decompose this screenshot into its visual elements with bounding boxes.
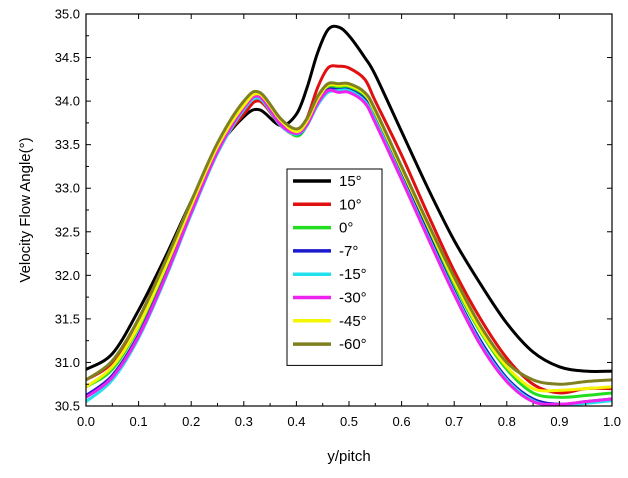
series-line-5 <box>86 88 612 406</box>
y-tick-label: 33.5 <box>55 137 80 152</box>
legend-label-4: -15° <box>339 266 367 283</box>
x-tick-label: 0.0 <box>77 414 95 429</box>
y-tick-label: 32.0 <box>55 268 80 283</box>
x-tick-label: 0.8 <box>498 414 516 429</box>
x-tick-label: 0.7 <box>445 414 463 429</box>
x-tick-label: 1.0 <box>603 414 621 429</box>
legend-label-7: -60° <box>339 336 367 353</box>
y-tick-label: 31.0 <box>55 355 80 370</box>
legend-label-2: 0° <box>339 220 353 237</box>
y-tick-label: 30.5 <box>55 399 80 414</box>
x-tick-label: 0.3 <box>235 414 253 429</box>
x-tick-label: 0.6 <box>393 414 411 429</box>
legend-box <box>286 168 383 366</box>
y-tick-label: 34.0 <box>55 94 80 109</box>
x-axis-title: y/pitch <box>327 448 370 465</box>
x-tick-label: 0.1 <box>130 414 148 429</box>
legend-label-1: 10° <box>339 196 362 213</box>
legend-label-0: 15° <box>339 173 362 190</box>
y-tick-label: 33.0 <box>55 181 80 196</box>
legend-label-5: -30° <box>339 290 367 307</box>
y-tick-label: 35.0 <box>55 7 80 22</box>
x-tick-label: 0.4 <box>287 414 305 429</box>
series-line-6 <box>86 82 612 393</box>
y-tick-label: 34.5 <box>55 50 80 65</box>
legend-label-3: -7° <box>339 243 358 260</box>
x-tick-label: 0.9 <box>550 414 568 429</box>
x-tick-label: 0.2 <box>182 414 200 429</box>
y-tick-label: 31.5 <box>55 311 80 326</box>
x-tick-label: 0.5 <box>340 414 358 429</box>
y-tick-label: 32.5 <box>55 224 80 239</box>
series-line-7 <box>86 81 612 386</box>
y-axis-title: Velocity Flow Angle(°) <box>17 137 34 282</box>
legend-label-6: -45° <box>339 313 367 330</box>
